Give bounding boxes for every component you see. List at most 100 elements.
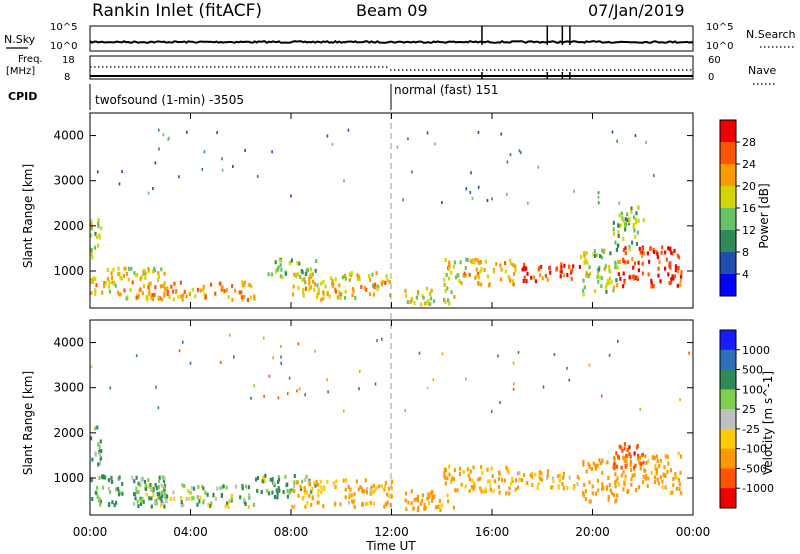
heatmap-cell	[614, 480, 617, 485]
heatmap-cell	[671, 251, 674, 256]
heatmap-cell	[151, 292, 154, 297]
heatmap-cell	[585, 251, 588, 256]
heatmap-cell	[314, 483, 317, 488]
heatmap-cell	[639, 456, 642, 461]
colorbar-swatch	[720, 468, 736, 489]
heatmap-cell	[266, 488, 269, 493]
heatmap-cell	[154, 161, 157, 165]
heatmap-cell	[413, 498, 416, 502]
heatmap-cell	[570, 268, 573, 273]
nsearch-tick-bottom: 10^0	[706, 41, 733, 52]
heatmap-cell	[448, 301, 451, 306]
heatmap-cell	[135, 486, 138, 491]
heatmap-cell	[427, 492, 430, 497]
heatmap-cell	[600, 460, 603, 465]
heatmap-cell	[334, 289, 338, 294]
heatmap-cell	[469, 259, 472, 264]
heatmap-cell	[320, 485, 323, 490]
heatmap-cell	[302, 290, 305, 295]
heatmap-cell	[572, 486, 575, 491]
heatmap-cell	[614, 260, 617, 265]
heatmap-cell	[643, 468, 646, 473]
heatmap-cell	[640, 462, 643, 467]
heatmap-cell	[458, 466, 462, 471]
heatmap-cell	[652, 284, 655, 289]
heatmap-cell	[122, 273, 125, 278]
heatmap-cell	[332, 481, 336, 486]
heatmap-cell	[203, 150, 206, 154]
heatmap-cell	[616, 265, 619, 270]
heatmap-cell	[498, 485, 501, 489]
heatmap-cell	[447, 267, 450, 272]
heatmap-cell	[523, 262, 526, 267]
heatmap-cell	[415, 295, 418, 300]
heatmap-cell	[181, 297, 184, 302]
heatmap-cell	[308, 284, 312, 289]
heatmap-cell	[424, 506, 427, 511]
heatmap-cell	[194, 294, 197, 299]
heatmap-cell	[148, 291, 151, 296]
heatmap-cell	[180, 495, 183, 500]
heatmap-cell	[679, 454, 683, 459]
heatmap-cell	[583, 483, 586, 487]
heatmap-cell	[277, 265, 280, 270]
heatmap-cell	[474, 257, 477, 262]
heatmap-cell	[309, 275, 312, 279]
heatmap-cell	[558, 478, 561, 483]
heatmap-cell	[374, 382, 377, 386]
heatmap-cell	[172, 297, 175, 302]
heatmap-cell	[351, 293, 354, 298]
heatmap-cell	[646, 484, 649, 489]
heatmap-cell	[582, 459, 585, 464]
heatmap-cell	[188, 496, 191, 501]
heatmap-cell	[678, 487, 681, 491]
colorbar-swatch	[720, 230, 736, 253]
heatmap-cell	[479, 486, 482, 491]
heatmap-cell	[386, 492, 389, 497]
heatmap-cell	[159, 284, 162, 289]
heatmap-cell	[163, 491, 166, 496]
heatmap-cell	[188, 292, 191, 297]
heatmap-cell	[475, 267, 478, 272]
heatmap-cell	[97, 462, 100, 467]
velocity-panel: 4000 3000 2000 1000	[53, 319, 694, 516]
heatmap-cell	[646, 251, 649, 256]
heatmap-cell	[616, 476, 619, 481]
heatmap-cell	[505, 465, 508, 470]
freq-unit: [MHz]	[6, 66, 35, 77]
heatmap-cell	[612, 227, 615, 232]
heatmap-cell	[230, 493, 233, 498]
heatmap-cell	[288, 261, 291, 265]
heatmap-cell	[359, 485, 362, 490]
heatmap-cell	[109, 386, 112, 390]
heatmap-cell	[326, 292, 329, 296]
heatmap-cell	[654, 463, 657, 468]
nsky-trace	[89, 39, 694, 45]
heatmap-cell	[452, 477, 455, 481]
heatmap-cell	[160, 503, 163, 508]
heatmap-cell	[358, 277, 361, 282]
heatmap-cell	[597, 279, 600, 284]
heatmap-cell	[253, 384, 255, 388]
heatmap-cell	[276, 495, 279, 500]
heatmap-cell	[111, 280, 114, 285]
heatmap-cell	[344, 273, 347, 278]
heatmap-cell	[679, 470, 682, 475]
heatmap-cell	[218, 281, 221, 286]
heatmap-cell	[512, 361, 515, 365]
heatmap-cell	[542, 385, 545, 389]
heatmap-cell	[214, 496, 217, 501]
heatmap-cell	[513, 272, 516, 276]
heatmap-cell	[425, 301, 428, 306]
x-tick-label: 16:00	[475, 525, 510, 539]
heatmap-cell	[490, 466, 493, 471]
heatmap-cell	[597, 270, 600, 275]
heatmap-cell	[587, 462, 590, 466]
heatmap-cell	[247, 485, 250, 490]
heatmap-cell	[110, 475, 113, 480]
heatmap-cell	[623, 280, 626, 285]
heatmap-cell	[117, 266, 120, 271]
heatmap-cell	[269, 477, 272, 482]
heatmap-cell	[183, 289, 186, 294]
